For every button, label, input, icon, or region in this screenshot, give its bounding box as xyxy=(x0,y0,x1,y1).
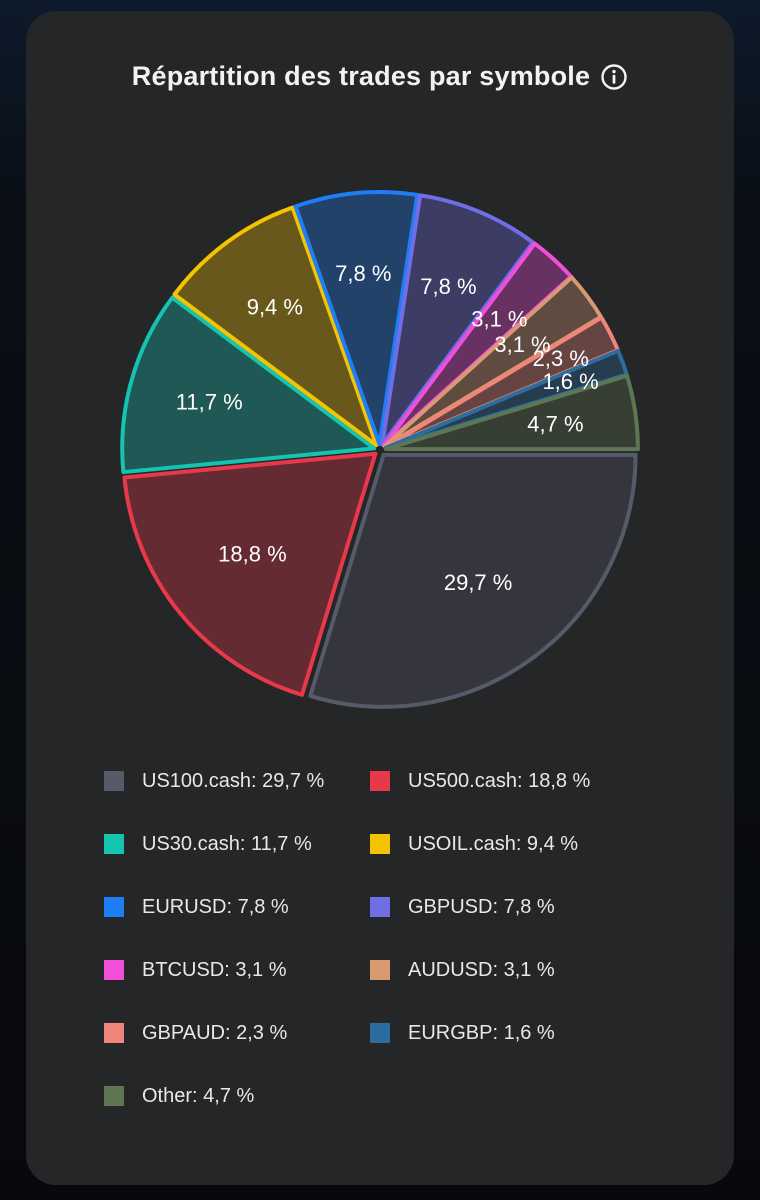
slice-label-usoil-cash: 9,4 % xyxy=(247,295,303,320)
title-row: Répartition des trades par symbole xyxy=(26,61,734,92)
legend-swatch xyxy=(370,960,390,980)
legend-item-other[interactable]: Other: 4,7 % xyxy=(104,1085,354,1107)
legend-item-gbpaud[interactable]: GBPAUD: 2,3 % xyxy=(104,1022,354,1044)
legend-swatch xyxy=(104,1086,124,1106)
legend-label: USOIL.cash: 9,4 % xyxy=(408,832,579,855)
slice-label-audusd: 3,1 % xyxy=(494,332,550,357)
chart-title: Répartition des trades par symbole xyxy=(131,61,591,91)
legend-label: GBPAUD: 2,3 % xyxy=(142,1021,288,1044)
legend-swatch xyxy=(370,897,390,917)
slice-label-gbpaud: 2,3 % xyxy=(533,346,589,371)
legend-swatch xyxy=(104,1023,124,1043)
legend-item-audusd[interactable]: AUDUSD: 3,1 % xyxy=(370,959,654,981)
slice-label-btcusd: 3,1 % xyxy=(471,306,527,331)
pie-slice-usoil-cash[interactable] xyxy=(172,205,379,448)
legend-item-us100-cash[interactable]: US100.cash: 29,7 % xyxy=(104,770,354,792)
legend-item-eurgbp[interactable]: EURGBP: 1,6 % xyxy=(370,1022,654,1044)
legend-swatch xyxy=(370,1023,390,1043)
legend-item-btcusd[interactable]: BTCUSD: 3,1 % xyxy=(104,959,354,981)
legend-label: Other: 4,7 % xyxy=(142,1084,255,1107)
pie-chart: 29,7 % 18,8 % 11,7 % 9,4 % 7,8 % 7,8 % 3,1 %3,… xyxy=(120,190,640,709)
slice-label-us100-cash: 29,7 % xyxy=(444,570,513,595)
legend-swatch xyxy=(104,897,124,917)
legend-swatch xyxy=(104,960,124,980)
legend-item-us500-cash[interactable]: US500.cash: 18,8 % xyxy=(370,770,654,792)
info-icon[interactable] xyxy=(600,63,628,91)
legend-item-eurusd[interactable]: EURUSD: 7,8 % xyxy=(104,896,354,918)
pie-slice-us500-cash[interactable] xyxy=(122,451,378,697)
slice-label-eurusd: 7,8 % xyxy=(335,261,391,286)
legend-label: EURUSD: 7,8 % xyxy=(142,895,289,918)
legend-swatch xyxy=(104,771,124,791)
legend-item-usoil-cash[interactable]: USOIL.cash: 9,4 % xyxy=(370,833,654,855)
slice-label-other: 4,7 % xyxy=(527,411,583,436)
pie-slice-gbpusd[interactable] xyxy=(380,193,535,447)
legend-label: US100.cash: 29,7 % xyxy=(142,769,325,792)
slice-label-eurgbp: 1,6 % xyxy=(542,369,598,394)
legend-item-gbpusd[interactable]: GBPUSD: 7,8 % xyxy=(370,896,654,918)
pie-slice-us100-cash[interactable] xyxy=(308,452,638,709)
pie-slice-us30-cash[interactable] xyxy=(120,295,377,475)
slice-label-us30-cash: 11,7 % xyxy=(176,390,243,415)
legend-label: EURGBP: 1,6 % xyxy=(408,1021,555,1044)
chart-legend: US100.cash: 29,7 % US500.cash: 18,8 % US30… xyxy=(104,770,664,1107)
legend-label: BTCUSD: 3,1 % xyxy=(142,958,287,981)
legend-label: AUDUSD: 3,1 % xyxy=(408,958,555,981)
legend-item-us30-cash[interactable]: US30.cash: 11,7 % xyxy=(104,833,354,855)
slice-label-gbpusd: 7,8 % xyxy=(420,274,476,299)
slice-label-us500-cash: 18,8 % xyxy=(218,542,287,567)
legend-label: GBPUSD: 7,8 % xyxy=(408,895,555,918)
pie-slice-other[interactable] xyxy=(383,373,640,452)
chart-card: Répartition des trades par symbole xyxy=(26,11,734,1185)
legend-label: US30.cash: 11,7 % xyxy=(142,832,312,855)
legend-swatch xyxy=(104,834,124,854)
legend-swatch xyxy=(370,771,390,791)
legend-swatch xyxy=(370,834,390,854)
pie-slice-eurusd[interactable] xyxy=(293,190,420,447)
legend-label: US500.cash: 18,8 % xyxy=(408,769,591,792)
